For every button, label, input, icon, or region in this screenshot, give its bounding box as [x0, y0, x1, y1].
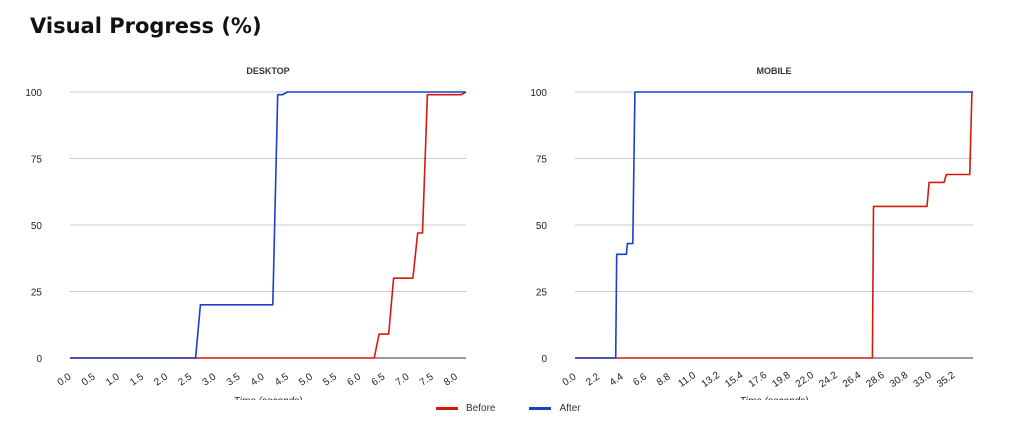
x-tick-label: 19.8 [770, 370, 793, 390]
series-line-after [575, 91, 973, 359]
y-tick-label: 75 [31, 155, 43, 166]
x-tick-label: 3.0 [201, 371, 219, 388]
legend-item-before[interactable]: Before [436, 403, 495, 414]
x-tick-label: 7.0 [394, 371, 412, 388]
x-tick-label: 17.6 [747, 370, 770, 390]
x-tick-label: 24.2 [817, 370, 840, 390]
page-title: Visual Progress (%) [30, 14, 262, 38]
series-line-before [70, 91, 467, 359]
legend: Before After [436, 403, 581, 414]
x-tick-label: 4.5 [273, 371, 291, 388]
series-line-before [575, 91, 973, 359]
x-tick-label: 2.0 [152, 371, 170, 388]
x-tick-label: 1.0 [104, 371, 122, 388]
x-tick-label: 8.0 [442, 371, 460, 388]
x-tick-label: 0.0 [561, 371, 579, 388]
legend-swatch-before [436, 407, 458, 410]
charts-canvas: DESKTOP 0 25 50 75 100 0.0 0.5 1.0 1.5 2.0 2.5 3.0 3.… [25, 66, 973, 400]
y-tick-label: 0 [541, 354, 547, 365]
x-tick-label: 2.5 [176, 371, 194, 388]
legend-label-after: After [559, 403, 581, 414]
x-tick-label: 0.5 [80, 371, 98, 388]
x-tick-label: 22.0 [794, 370, 817, 390]
x-tick-label: 30.8 [888, 370, 911, 390]
x-tick-label: 11.0 [676, 370, 698, 390]
x-tick-label: 7.5 [418, 371, 436, 388]
x-tick-label: 3.5 [225, 371, 243, 388]
x-tick-label: 6.5 [370, 371, 388, 388]
x-tick-label: 4.0 [249, 371, 267, 388]
x-tick-label: 28.6 [864, 370, 887, 390]
y-tick-label: 50 [536, 221, 548, 232]
y-tick-label: 25 [536, 288, 548, 299]
legend-item-after[interactable]: After [529, 403, 581, 414]
x-axis-title: Time (seconds) [740, 396, 809, 400]
y-tick-label: 25 [31, 288, 43, 299]
y-tick-label: 75 [536, 155, 548, 166]
chart-title: MOBILE [757, 66, 792, 76]
x-tick-label: 8.8 [655, 371, 673, 388]
x-tick-label: 5.5 [321, 371, 339, 388]
x-axis-title: Time (seconds) [234, 396, 303, 400]
y-tick-label: 100 [25, 88, 42, 99]
x-tick-label: 6.0 [345, 371, 363, 388]
x-tick-label: 5.0 [297, 371, 315, 388]
x-tick-label: 0.0 [56, 371, 74, 388]
chart-title: DESKTOP [246, 66, 289, 76]
legend-swatch-after [529, 407, 552, 410]
x-tick-label: 26.4 [841, 370, 864, 390]
y-tick-label: 0 [36, 354, 42, 365]
x-tick-label: 1.5 [128, 371, 146, 388]
chart-desktop: DESKTOP 0 25 50 75 100 0.0 0.5 1.0 1.5 2.0 2.5 3.0 3.… [25, 66, 467, 400]
x-tick-label: 15.4 [723, 370, 746, 390]
x-tick-label: 33.0 [912, 370, 935, 390]
legend-label-before: Before [466, 403, 496, 414]
x-tick-label: 13.2 [700, 370, 723, 390]
x-tick-label: 2.2 [584, 371, 602, 388]
x-tick-label: 6.6 [631, 371, 649, 388]
x-tick-label: 4.4 [608, 371, 626, 388]
y-tick-label: 100 [530, 88, 547, 99]
series-line-after [70, 91, 466, 359]
x-tick-label: 35.2 [935, 370, 958, 390]
y-tick-label: 50 [31, 221, 43, 232]
